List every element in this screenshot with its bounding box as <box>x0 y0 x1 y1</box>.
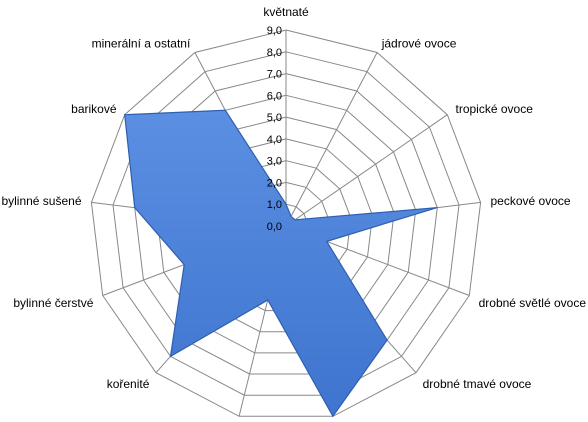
category-label: bylinné sušené <box>1 194 81 208</box>
tick-label: 9,0 <box>267 25 282 37</box>
series-area <box>124 109 438 418</box>
tick-label: 1,0 <box>267 199 282 211</box>
data-series <box>124 109 438 418</box>
tick-label: 4,0 <box>267 134 282 146</box>
tick-label: 6,0 <box>267 90 282 102</box>
radial-tick-labels: 0,0 1,0 2,0 3,0 4,0 5,0 6,0 7,0 8,0 9,0 <box>267 25 282 233</box>
tick-label: 5,0 <box>267 112 282 124</box>
tick-label: 8,0 <box>267 47 282 59</box>
category-label: květnaté <box>263 5 309 19</box>
tick-label: 3,0 <box>267 156 282 168</box>
category-label: bylinné čerstvé <box>13 296 93 310</box>
category-label: peckové ovoce <box>491 194 571 208</box>
category-label: kořenité <box>107 377 150 391</box>
grid-ring <box>90 29 482 417</box>
category-label: minerální a ostatní <box>92 37 191 51</box>
tick-label: 0,0 <box>267 221 282 233</box>
tick-label: 7,0 <box>267 69 282 81</box>
category-label: tropické ovoce <box>456 102 534 116</box>
category-label: drobné tmavé ovoce <box>423 377 532 391</box>
category-label: jádrové ovoce <box>381 37 457 51</box>
category-labels: květnaté jádrové ovoce tropické ovoce pecko… <box>1 5 587 391</box>
tick-label: 2,0 <box>267 177 282 189</box>
spoke-line <box>285 52 378 227</box>
category-label: drobné světlé ovoce <box>479 296 587 310</box>
spoke-line <box>285 114 448 227</box>
category-label: barikové <box>71 102 117 116</box>
